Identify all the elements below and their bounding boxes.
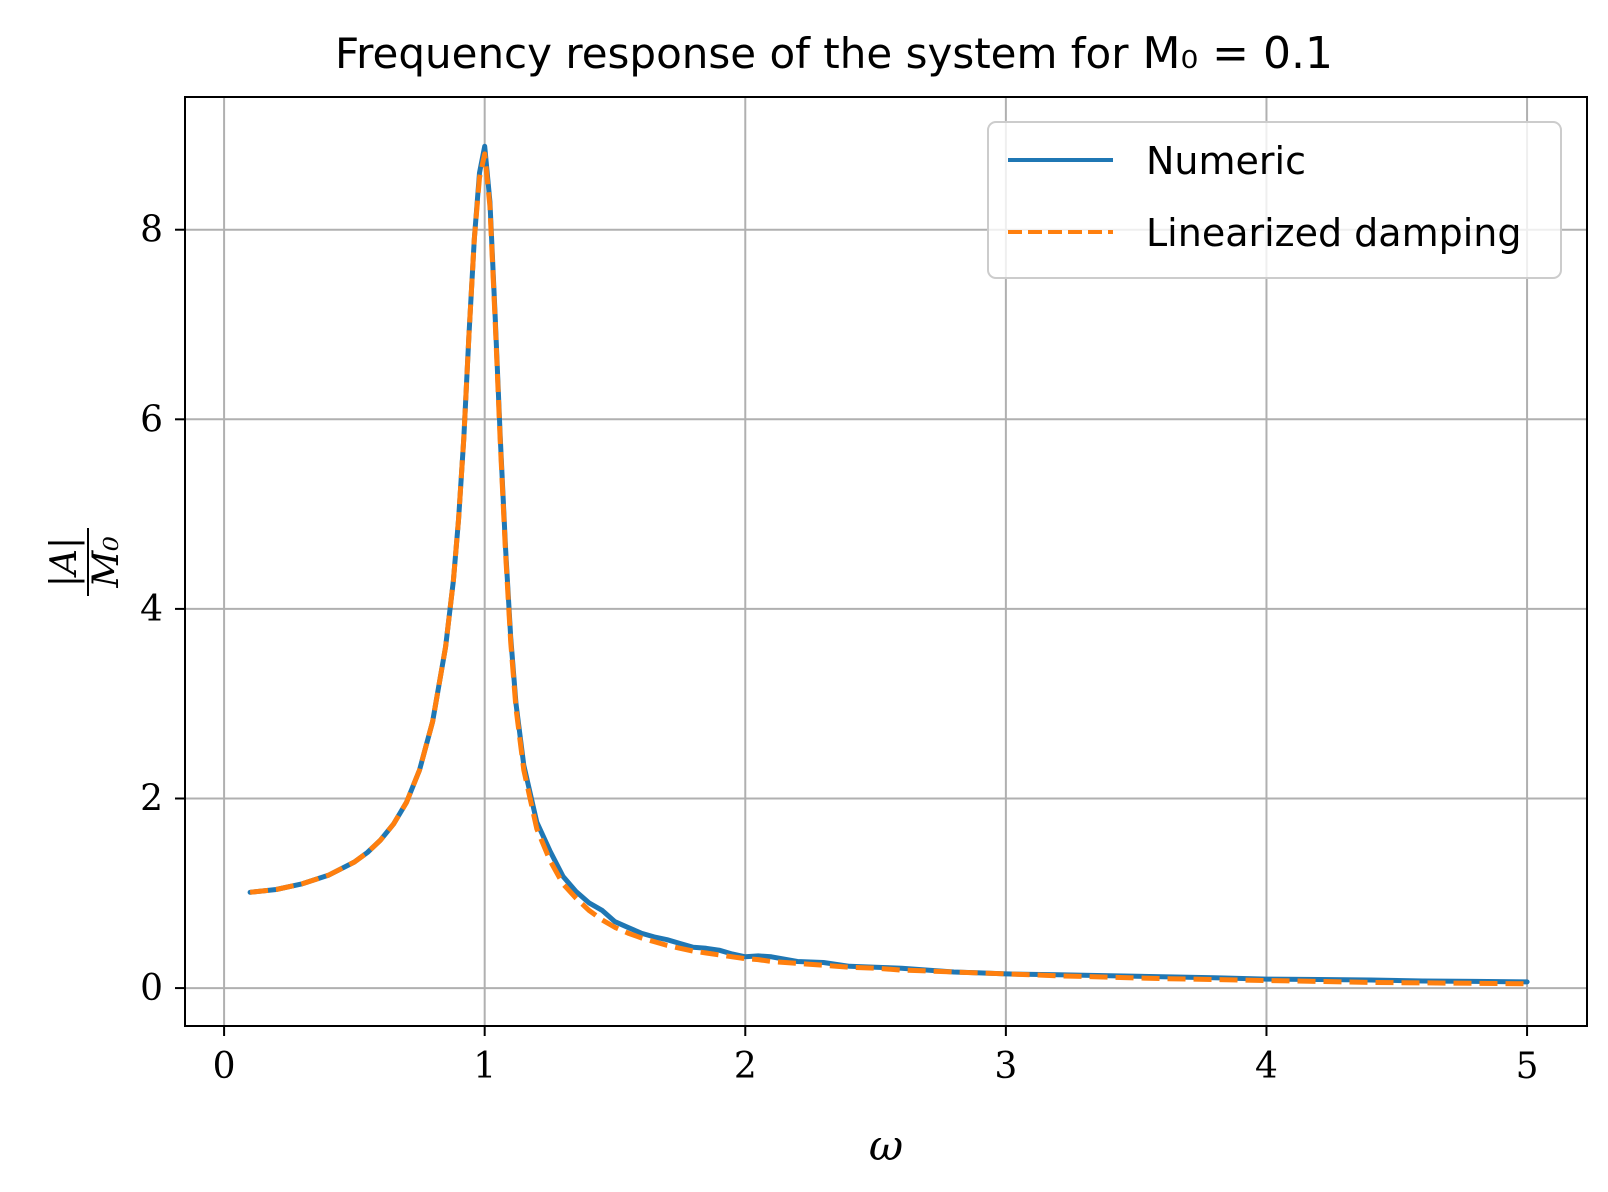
y-tick-label: 4: [140, 589, 163, 630]
y-axis-ticks: 0 2 4 6 8: [140, 210, 185, 1009]
chart-title-text: Frequency response of the system for: [335, 29, 1129, 78]
series-line-linearized-damping: [249, 151, 1528, 987]
x-tick-label: 1: [473, 1046, 496, 1087]
x-tick-label: 3: [994, 1046, 1017, 1087]
chart-title: Frequency response of the system for M₀ =…: [335, 28, 1333, 79]
chart-title-math: M₀ = 0.1: [1143, 28, 1333, 79]
legend-label-numeric: Numeric: [1146, 139, 1306, 183]
y-tick-label: 6: [140, 399, 163, 440]
legend: Numeric Linearized damping: [987, 121, 1562, 279]
y-axis-label-numerator: |A|: [44, 537, 85, 587]
y-tick-label: 0: [140, 968, 163, 1009]
series-layer: [247, 143, 1530, 987]
x-tick-label: 4: [1255, 1046, 1278, 1087]
y-tick-label: 8: [140, 210, 163, 251]
y-axis-label: |A| M₀: [44, 528, 127, 596]
y-tick-label: 2: [140, 778, 163, 819]
x-axis-ticks: 0 1 2 3 4 5: [213, 1026, 1539, 1087]
legend-box: [987, 121, 1562, 279]
legend-label-linearized-damping: Linearized damping: [1146, 211, 1522, 255]
x-tick-label: 5: [1516, 1046, 1539, 1087]
axes-frame: [184, 96, 1588, 1027]
x-tick-label: 2: [734, 1046, 757, 1087]
x-tick-label: 0: [213, 1046, 236, 1087]
x-axis-label: ω: [869, 1121, 903, 1170]
y-axis-label-denominator: M₀: [86, 536, 127, 588]
